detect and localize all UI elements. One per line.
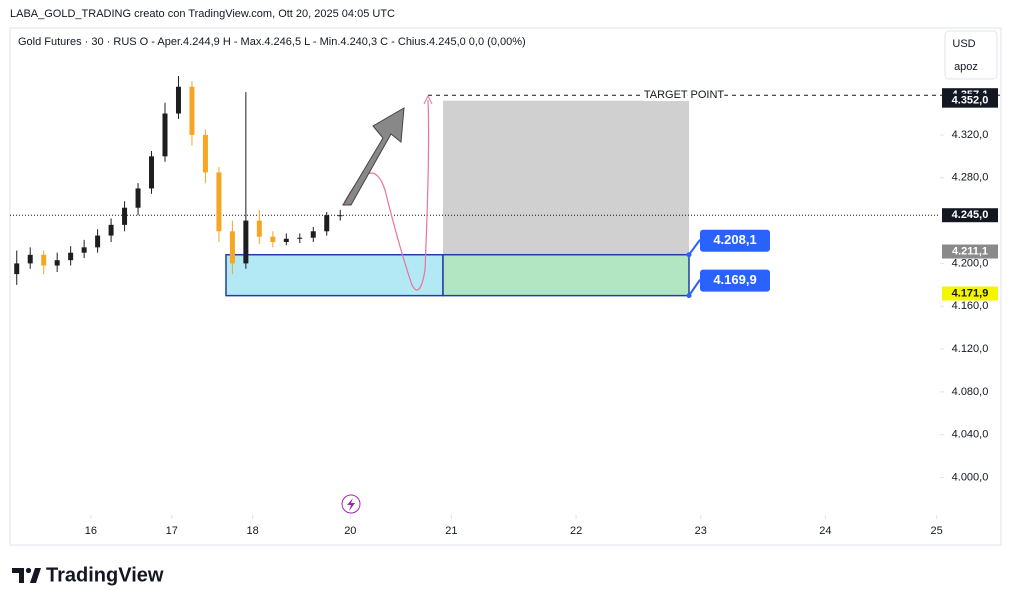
profit-zone — [442, 253, 690, 297]
chart-layer: TARGET POINT 4.000,0 4.040,0 4.080,0 4.120,0… — [10, 76, 1000, 537]
candle-body — [27, 254, 33, 264]
x-tick-label: 16 — [85, 525, 97, 537]
x-tick-label: 20 — [344, 525, 356, 537]
candle-body — [14, 263, 20, 275]
price-label-bg — [942, 286, 998, 301]
candle-body — [270, 236, 276, 242]
candle-body — [68, 252, 74, 261]
x-tick-label: 24 — [819, 525, 831, 537]
candle-body — [108, 224, 114, 236]
candle-body — [122, 207, 128, 225]
candle-body — [310, 231, 316, 238]
y-tick-label: 4.080,0 — [952, 386, 989, 398]
x-tick-label: 21 — [445, 525, 457, 537]
event-bolt — [347, 498, 355, 511]
candle-body — [189, 86, 195, 135]
header: LABA_GOLD_TRADING creato con TradingView… — [10, 8, 395, 20]
callout-label: 4.208,1 — [713, 232, 756, 247]
candle-body — [95, 235, 101, 248]
brand-name: TradingView — [46, 564, 164, 586]
candle-body — [81, 247, 87, 253]
price-label: 4.211,1 — [952, 245, 988, 257]
x-tick-label: 23 — [695, 525, 707, 537]
y-tick-label: 4.000,0 — [952, 471, 989, 483]
target-text: TARGET POINT — [644, 89, 725, 101]
legend: Gold Futures · 30 · RUS O - Aper.4.244,9… — [18, 36, 526, 48]
callout-connector — [688, 239, 701, 256]
x-tick-label: 17 — [166, 525, 178, 537]
unit-box[interactable] — [944, 30, 998, 80]
candle-body — [216, 172, 222, 232]
trend-arrow — [342, 107, 405, 206]
y-tick-label: 4.120,0 — [952, 343, 989, 355]
x-tick-label: 18 — [246, 525, 258, 537]
currency-button[interactable]: USD — [952, 38, 975, 50]
candle-body — [297, 237, 303, 239]
price-label: 4.245,0 — [952, 209, 989, 221]
candle-body — [243, 220, 249, 264]
y-tick-label: 4.160,0 — [952, 300, 989, 312]
candle-body — [202, 134, 208, 173]
candle-body — [135, 188, 141, 208]
y-tick-label: 4.280,0 — [952, 172, 989, 184]
candle-body — [229, 231, 235, 264]
candle-body — [256, 220, 262, 237]
candle-body — [324, 215, 330, 232]
price-label: 4.352,0 — [952, 95, 989, 107]
callout-anchor — [686, 252, 692, 258]
callout-connector — [688, 279, 701, 297]
target-zone — [443, 100, 689, 255]
candle-body — [41, 254, 47, 266]
unit-button[interactable]: apoz — [954, 61, 978, 73]
chart-frame — [9, 27, 1002, 546]
y-tick-label: 4.200,0 — [952, 257, 989, 269]
callout-box — [700, 269, 770, 292]
candle-body — [149, 156, 155, 189]
brand-logo — [12, 567, 41, 583]
candle-body — [337, 215, 343, 217]
projection-arrowhead — [423, 94, 433, 105]
candle-body — [283, 238, 289, 242]
entry-zone — [225, 253, 444, 297]
callout-box — [700, 229, 770, 252]
candle-body — [54, 260, 60, 266]
price-label-bg — [942, 93, 998, 108]
callout-anchor — [686, 293, 692, 299]
price-label-bg — [942, 208, 998, 223]
candle-body — [175, 86, 181, 114]
price-label: 4.171,9 — [952, 287, 989, 299]
x-tick-label: 22 — [570, 525, 582, 537]
candle-body — [162, 113, 168, 157]
y-tick-label: 4.040,0 — [952, 429, 989, 441]
projection-curve — [342, 99, 430, 291]
callout-label: 4.169,9 — [713, 272, 756, 287]
price-label-bg — [942, 244, 998, 259]
y-tick-label: 4.320,0 — [952, 129, 989, 141]
x-tick-label: 25 — [931, 525, 943, 537]
